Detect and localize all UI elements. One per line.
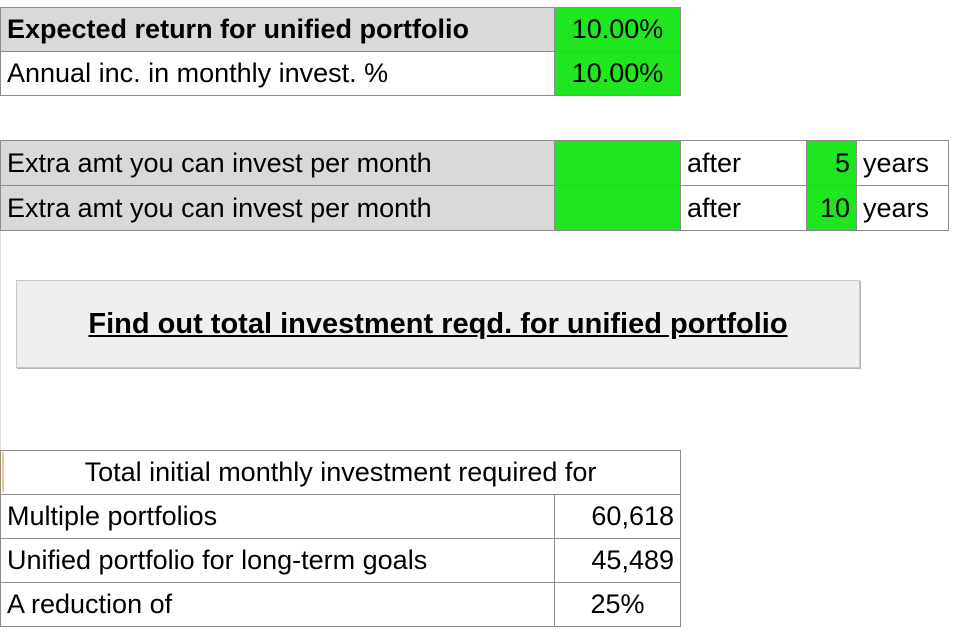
expected-return-label: Expected return for unified portfolio bbox=[0, 7, 555, 52]
years-input[interactable]: 10 bbox=[806, 185, 857, 231]
after-label: after bbox=[680, 185, 807, 231]
extra-amount-label: Extra amt you can invest per month bbox=[0, 185, 555, 231]
after-label: after bbox=[680, 140, 807, 186]
result-label: Unified portfolio for long-term goals bbox=[0, 538, 555, 583]
expected-return-input[interactable]: 10.00% bbox=[554, 7, 681, 52]
extra-investment-table: Extra amt you can invest per month after… bbox=[0, 140, 949, 231]
result-row-reduction: A reduction of 25% bbox=[0, 582, 681, 627]
extra-amount-label: Extra amt you can invest per month bbox=[0, 140, 555, 186]
years-label: years bbox=[856, 140, 949, 186]
extra-amount-input[interactable] bbox=[554, 185, 681, 231]
result-row-multiple: Multiple portfolios 60,618 bbox=[0, 494, 681, 539]
result-value: 25% bbox=[554, 582, 681, 627]
sheet-left-edge bbox=[0, 230, 1, 450]
expected-return-row: Expected return for unified portfolio 10… bbox=[0, 7, 681, 52]
result-label: Multiple portfolios bbox=[0, 494, 555, 539]
annual-increase-input[interactable]: 10.00% bbox=[554, 51, 681, 96]
years-input[interactable]: 5 bbox=[806, 140, 857, 186]
years-label: years bbox=[856, 185, 949, 231]
find-total-investment-button[interactable]: Find out total investment reqd. for unif… bbox=[16, 280, 860, 368]
extra-row-2: Extra amt you can invest per month after… bbox=[0, 185, 949, 231]
annual-increase-label: Annual inc. in monthly invest. % bbox=[0, 51, 555, 96]
result-value: 45,489 bbox=[554, 538, 681, 583]
results-header-row: Total initial monthly investment require… bbox=[0, 450, 681, 495]
result-label: A reduction of bbox=[0, 582, 555, 627]
inputs-table: Expected return for unified portfolio 10… bbox=[0, 7, 681, 96]
results-header: Total initial monthly investment require… bbox=[0, 450, 681, 495]
extra-row-1: Extra amt you can invest per month after… bbox=[0, 140, 949, 186]
annual-increase-row: Annual inc. in monthly invest. % 10.00% bbox=[0, 51, 681, 96]
results-table: Total initial monthly investment require… bbox=[0, 450, 681, 627]
result-row-unified: Unified portfolio for long-term goals 45… bbox=[0, 538, 681, 583]
result-value: 60,618 bbox=[554, 494, 681, 539]
extra-amount-input[interactable] bbox=[554, 140, 681, 186]
